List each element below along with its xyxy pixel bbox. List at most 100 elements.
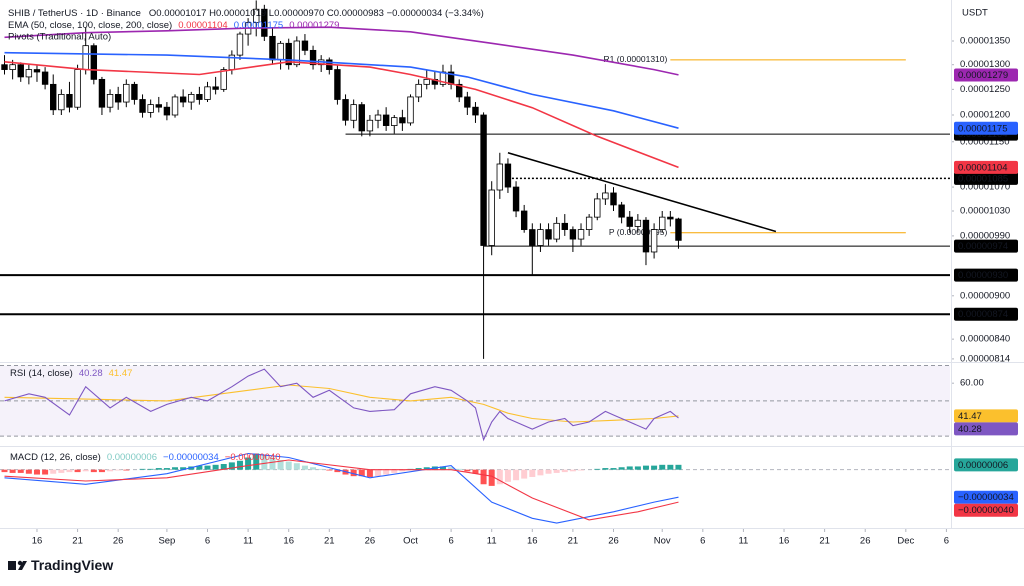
x-tick-label: 26 [608, 536, 619, 547]
rsi-label: RSI (14, close) [10, 368, 73, 379]
candle-body [139, 99, 146, 113]
x-tick-label: 21 [819, 536, 830, 547]
x-tick-label: 26 [113, 536, 124, 547]
candle-body [309, 49, 317, 66]
rsi-badge-text: 40.28 [958, 424, 982, 435]
candle-body [196, 94, 203, 100]
histogram-bar [236, 460, 243, 470]
macd-line [4, 459, 679, 521]
macd-value: −0.00000034 [163, 452, 219, 463]
candle-body [496, 163, 504, 191]
x-tick-label: 21 [324, 536, 335, 547]
candle-body [350, 104, 357, 121]
ema-value: 0.00001175 [234, 20, 284, 31]
histogram-bar [642, 465, 649, 470]
candle-body [301, 40, 309, 51]
y-tick-label: 0.00001030 [960, 206, 1010, 217]
x-tick-label: 6 [700, 536, 705, 547]
candle-body [594, 198, 601, 218]
candle-body [650, 229, 658, 253]
symbol-header: SHIB / TetherUS · 1D · Binance O0.0000101… [8, 8, 484, 19]
candle-body [642, 219, 650, 253]
candle-body [33, 69, 41, 73]
histogram-bar [228, 462, 235, 470]
histogram-bar [172, 467, 179, 470]
macd-badge [954, 503, 1018, 517]
histogram-bar [464, 469, 471, 472]
histogram-bar [115, 469, 122, 471]
candle-body [553, 222, 560, 240]
signal-value: −0.00000040 [225, 452, 281, 463]
ohlc: O0.00001017 H0.00001019 L0.00000970 C0.0… [149, 8, 484, 19]
logo-mark [17, 560, 23, 566]
x-tick-label: Sep [158, 536, 175, 547]
candle-body [675, 218, 682, 241]
histogram-bar [139, 468, 146, 470]
histogram-bar [98, 469, 105, 473]
histogram-bar [618, 467, 625, 470]
ema-value: 0.00001104 [178, 20, 228, 31]
y-tick-label: 0.00000900 [960, 290, 1010, 301]
histogram-bar [569, 469, 576, 472]
histogram-bar [350, 469, 357, 477]
x-tick-label: Oct [403, 536, 418, 547]
currency: USDT [962, 8, 988, 19]
rsi-line [4, 368, 679, 442]
level-badge [954, 171, 1018, 185]
histogram-bar [1, 469, 8, 473]
candle-body [626, 216, 633, 227]
x-tick-label: 11 [243, 536, 253, 547]
histogram-bar [391, 469, 398, 473]
candle-body [358, 104, 365, 132]
candle-body [610, 192, 617, 206]
candle-body [366, 119, 374, 132]
candle-body [82, 45, 89, 70]
histogram-bar [594, 468, 601, 470]
y-tick-label: 0.00001350 [960, 36, 1010, 47]
candle-body [488, 189, 495, 246]
histogram-bar [504, 469, 511, 482]
histogram-bar [33, 469, 40, 475]
level-badge [954, 239, 1018, 253]
histogram-bar [277, 459, 284, 470]
x-tick-label: 21 [568, 536, 579, 547]
candle-body [179, 96, 187, 103]
candle-body [667, 216, 674, 220]
histogram-bar [375, 469, 382, 477]
ema-badge [954, 160, 1018, 174]
y-tick-label: 0.00000814 [960, 353, 1010, 364]
histogram-bar [204, 465, 211, 470]
histogram-bar [667, 464, 674, 470]
x-tick-label: 26 [860, 536, 871, 547]
x-tick-label: Dec [897, 536, 914, 547]
candle-body [480, 114, 487, 246]
histogram-bar [155, 468, 162, 470]
pivot-label: R1 (0.00001310) [604, 54, 668, 64]
histogram-bar [90, 469, 97, 473]
macd-badge-text: −0.00000034 [958, 492, 1014, 503]
histogram-bar [634, 466, 641, 470]
ema-line [4, 60, 679, 169]
candle-body [66, 94, 73, 108]
histogram-bar [553, 469, 560, 473]
candle-body [520, 210, 528, 230]
histogram-bar [537, 469, 544, 476]
ema-badge [954, 121, 1018, 135]
histogram-bar [399, 469, 406, 472]
candle-body [269, 35, 276, 61]
candle-body [334, 69, 341, 100]
histogram-bar [488, 469, 495, 486]
candle-body [163, 106, 171, 116]
histogram-bar [626, 466, 633, 470]
macd-line [4, 452, 679, 524]
histogram-bar [675, 464, 682, 470]
macd-label: MACD (12, 26, close) [10, 452, 101, 463]
candle-body [106, 94, 114, 108]
x-tick-label: 11 [738, 536, 748, 547]
candle-body [204, 86, 211, 100]
histogram-bar [561, 469, 568, 473]
histogram-bar [74, 469, 81, 473]
candle-body [155, 104, 162, 108]
histogram-bar [326, 469, 333, 471]
